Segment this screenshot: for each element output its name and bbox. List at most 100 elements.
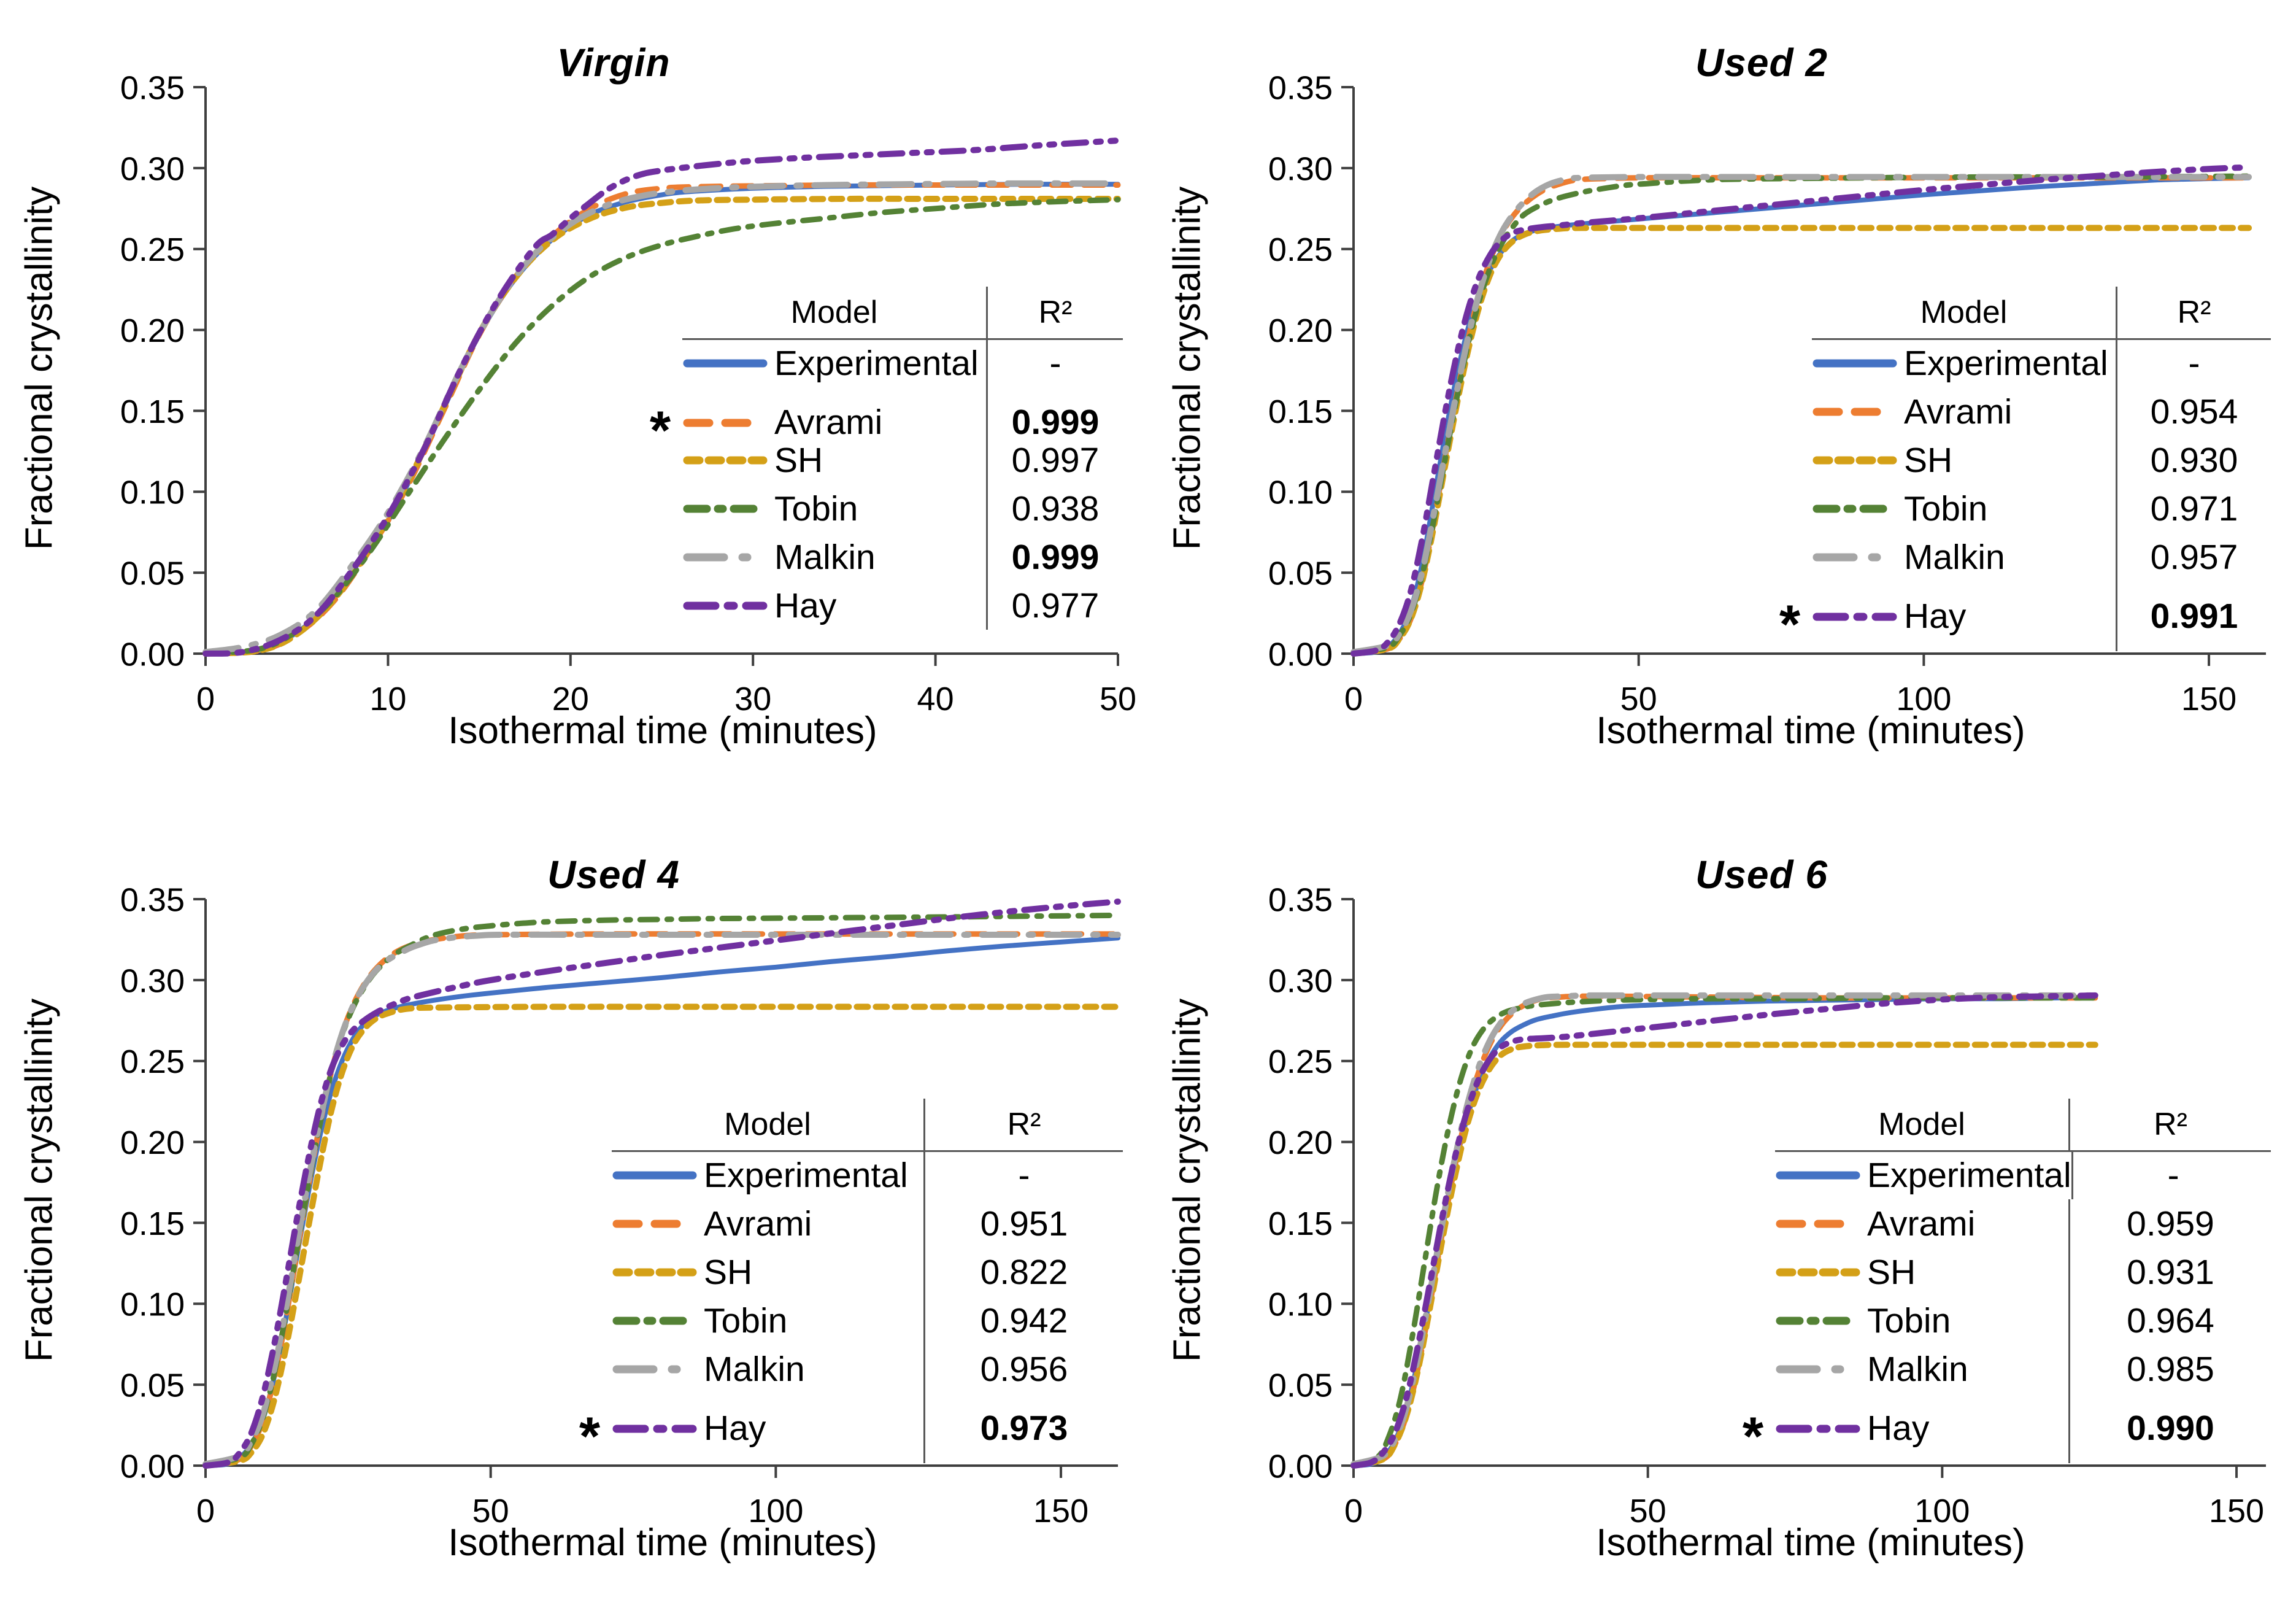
legend-model-label: SH: [704, 1252, 753, 1292]
legend-model-label: Malkin: [774, 537, 876, 577]
legend-model-label: SH: [1904, 440, 1953, 480]
legend-r2-value: 0.985: [2068, 1345, 2271, 1393]
chart-title: Used 6: [1695, 853, 1828, 897]
legend-r2-value: 0.942: [923, 1296, 1123, 1345]
legend-r2-value: 0.997: [986, 436, 1123, 484]
asterisk-spacer: [1768, 549, 1812, 565]
y-tick-label: 0.20: [120, 1124, 185, 1161]
y-tick-label: 0.05: [1268, 555, 1333, 592]
x-tick-label: 30: [734, 681, 771, 717]
chart-panel-virgin: 0.00 0.05 0.10 0.15 0.20 0.25 0.30 0.35 0 10 20 30 4…: [0, 0, 1148, 812]
asterisk-spacer: [638, 549, 682, 565]
chart-title: Virgin: [557, 41, 671, 85]
y-tick-label: 0.15: [1268, 1205, 1333, 1242]
x-tick-label: 50: [472, 1493, 509, 1529]
legend-line-sample-hay: [1812, 581, 1904, 651]
legend-header-model: Model: [1812, 287, 2116, 340]
y-tick-label: 0.20: [120, 312, 185, 349]
y-tick-label: 0.30: [120, 962, 185, 999]
legend-table: Model R² Experimental - Avrami 0.951 SH 0.822 To…: [568, 1098, 1123, 1463]
legend-r2-value: 0.951: [923, 1199, 1123, 1248]
chart-panel-used-6: 0.00 0.05 0.10 0.15 0.20 0.25 0.30 0.35 0 50 100 15…: [1148, 812, 2296, 1624]
legend-model-label: Hay: [1904, 597, 1967, 636]
legend-r2-value: 0.954: [2116, 387, 2271, 436]
legend-r2-value: -: [986, 339, 1123, 387]
asterisk-spacer: [1768, 452, 1812, 468]
asterisk-spacer: [1768, 404, 1812, 420]
x-tick-label: 150: [1033, 1493, 1088, 1529]
legend-r2-value: 0.973: [923, 1393, 1123, 1463]
legend-row-sh: SH 0.822: [568, 1248, 1123, 1296]
chart-title: Used 4: [547, 853, 680, 897]
legend-r2-value: -: [923, 1151, 1123, 1199]
x-tick-label: 20: [552, 681, 589, 717]
legend-r2-value: 0.956: [923, 1345, 1123, 1393]
legend-model-label: Hay: [704, 1409, 766, 1448]
series-line-hay: [202, 899, 1121, 1469]
asterisk-spacer: [1768, 501, 1812, 517]
asterisk-spacer: [638, 598, 682, 614]
legend-row-sh: SH 0.930: [1768, 436, 2271, 484]
x-tick-label: 50: [1630, 1493, 1666, 1529]
series-line-sh: [202, 1003, 1121, 1469]
asterisk-spacer: [1731, 1167, 1775, 1183]
legend-table: Model R² Experimental - * Avrami 0.999 SH 0.997 T…: [638, 286, 1123, 630]
legend-model-label: SH: [1867, 1252, 1916, 1292]
asterisk-spacer: [638, 452, 682, 468]
plot-area-used-4: 0.00 0.05 0.10 0.15 0.20 0.25 0.30 0.35 0 50 100 15…: [120, 881, 1121, 1529]
legend-row-tobin: Tobin 0.938: [638, 484, 1123, 533]
legend-row-malkin: Malkin 0.957: [1768, 533, 2271, 581]
legend-model-label: Tobin: [1904, 489, 1988, 528]
y-tick-label: 0.30: [1268, 150, 1333, 187]
legend-r2-value: -: [2071, 1151, 2274, 1199]
asterisk-spacer: [1731, 1264, 1775, 1280]
legend-header-model: Model: [612, 1099, 923, 1152]
legend-r2-value: 0.931: [2068, 1248, 2271, 1296]
best-model-asterisk: *: [1742, 1406, 1764, 1466]
legend-line-sample-sh: [1775, 1248, 1867, 1296]
legend-model-label: Tobin: [704, 1301, 788, 1340]
asterisk-spacer: [568, 1264, 612, 1280]
legend-row-experimental: Experimental -: [568, 1151, 1123, 1199]
legend-r2-value: -: [2116, 339, 2271, 387]
legend-header-r2: R²: [986, 286, 1123, 340]
legend-header-row: Model R²: [1731, 1098, 2271, 1152]
legend-line-sample-sh: [612, 1248, 704, 1296]
legend-row-hay: Hay 0.977: [638, 581, 1123, 630]
x-tick-label: 100: [748, 1493, 803, 1529]
x-axis-title: Isothermal time (minutes): [448, 710, 877, 752]
legend-header-r2: R²: [2068, 1098, 2271, 1152]
y-tick-label: 0.05: [120, 555, 185, 592]
legend-r2-value: 0.991: [2116, 581, 2271, 651]
y-tick-label: 0.25: [1268, 1043, 1333, 1080]
series-line-malkin: [1350, 174, 2252, 655]
x-tick-label: 0: [1344, 1493, 1363, 1529]
y-tick-label: 0.00: [1268, 1448, 1333, 1485]
asterisk-spacer: [638, 501, 682, 517]
legend-line-sample-malkin: [1775, 1345, 1867, 1393]
asterisk-spacer: [568, 1361, 612, 1377]
legend-line-sample-tobin: [1775, 1296, 1867, 1345]
y-tick-label: 0.35: [120, 69, 185, 106]
y-tick-label: 0.35: [1268, 881, 1333, 918]
legend-row-avrami: Avrami 0.959: [1731, 1199, 2271, 1248]
legend-table: Model R² Experimental - Avrami 0.954 SH 0.930 To…: [1768, 286, 2271, 651]
legend-model-label: Tobin: [1867, 1301, 1951, 1340]
x-tick-label: 150: [2209, 1493, 2264, 1529]
legend-row-tobin: Tobin 0.964: [1731, 1296, 2271, 1345]
y-axis-title: Fractional crystallinity: [18, 998, 61, 1363]
y-tick-label: 0.00: [120, 636, 185, 673]
legend-row-experimental: Experimental -: [1731, 1151, 2271, 1199]
legend-table: Model R² Experimental - Avrami 0.959 SH 0.931 To…: [1731, 1098, 2271, 1463]
asterisk-spacer: [1768, 355, 1812, 371]
legend-line-sample-hay: [1775, 1393, 1867, 1463]
y-tick-label: 0.35: [120, 881, 185, 918]
y-axis-title: Fractional crystallinity: [1166, 186, 1209, 551]
series-line-hay: [1350, 164, 2252, 657]
asterisk-spacer: [568, 1167, 612, 1183]
y-tick-label: 0.25: [120, 231, 185, 268]
series-line-malkin: [202, 931, 1121, 1467]
legend-line-sample-sh: [682, 436, 774, 484]
series-line-tobin: [1350, 995, 2098, 1469]
